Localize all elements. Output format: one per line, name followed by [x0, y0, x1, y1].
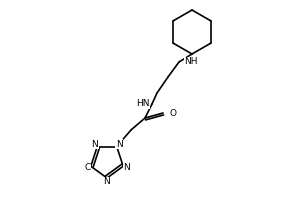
Text: N: N: [123, 163, 130, 172]
Text: N: N: [92, 140, 98, 149]
Text: HN: HN: [136, 99, 150, 108]
Text: N: N: [103, 177, 110, 186]
Text: C: C: [84, 163, 91, 172]
Text: N: N: [116, 140, 122, 149]
Text: NH: NH: [184, 58, 197, 66]
Text: O: O: [169, 108, 176, 117]
